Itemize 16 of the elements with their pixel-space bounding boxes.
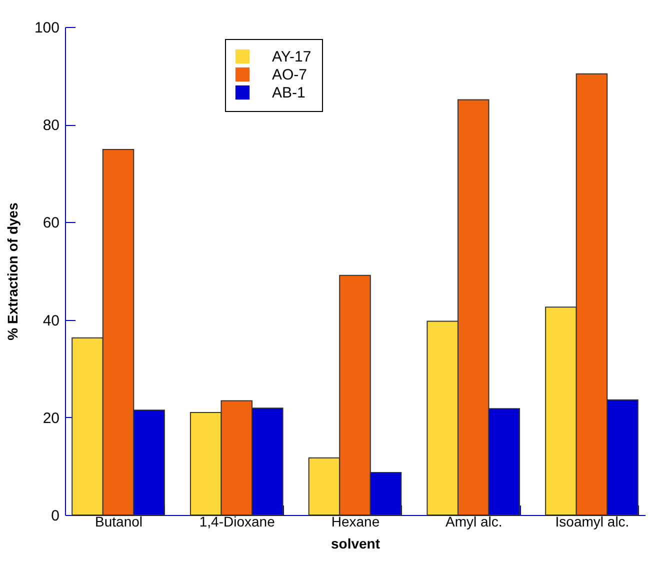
y-tick-label: 20 [42, 410, 60, 427]
x-axis-title: solvent [330, 536, 380, 552]
legend-label: AB-1 [272, 84, 306, 102]
legend-label: AY-17 [272, 48, 312, 66]
y-tick-label: 80 [42, 117, 60, 134]
x-tick-label: Amyl alc. [445, 514, 502, 530]
y-tick-label: 40 [42, 312, 60, 330]
x-tick-label: Butanol [95, 514, 143, 530]
y-axis-title: % Extraction of dyes [4, 202, 20, 340]
x-tick-label: Isoamyl alc. [555, 514, 630, 530]
y-tick-label: 60 [42, 214, 60, 232]
y-tick-label: 100 [34, 20, 60, 36]
x-tick-label: 1,4-Dioxane [199, 514, 276, 530]
legend-label: AO-7 [272, 66, 308, 84]
y-tick-label: 0 [51, 508, 60, 524]
x-tick-label: Hexane [331, 514, 380, 530]
